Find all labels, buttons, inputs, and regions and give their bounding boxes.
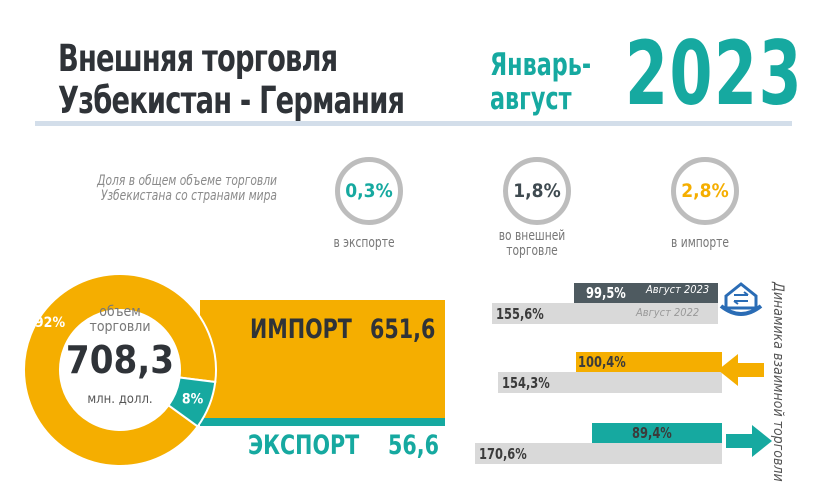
title-line: Узбекистан - Германия [58,79,405,122]
period-line: август [490,81,572,117]
label-line: торговли [89,319,151,335]
period: Январь-август [490,48,591,116]
year: 2023 [625,22,804,125]
label-line: во внешней [498,228,566,244]
donut-label: 92% [35,315,66,331]
donut-center-unit: млн. долл. [87,392,153,407]
caption-line: Доля в общем объеме торговли [97,173,277,189]
share-import-label: в импорте [671,235,729,251]
legend-2022: Август 2022 [636,306,700,319]
export-value: 56,6 [388,430,439,461]
label-line: объем [99,304,141,320]
share-export-circle: 0,3% [335,157,403,225]
export-arrow-icon [726,425,772,457]
dynamics-title-text: Динамика взаимной торговли [770,282,786,482]
label-2022: 170,6% [478,445,527,463]
bar-2023 [576,352,722,372]
share-trade-circle: 1,8% [503,157,571,225]
import-arrow-icon [718,354,764,386]
dynamics-title: Динамика взаимной торговли [770,282,788,482]
page-title: Внешняя торговля Узбекистан - Германия [58,37,405,122]
label-2023: 100,4% [578,353,627,371]
divider [35,121,792,126]
import-label: ИМПОРТ [250,314,352,345]
label-line: торговле [506,243,558,259]
label-2023: 89,4% [632,424,673,442]
donut-slice-Экспорт [167,376,217,428]
share-trade-label: во внешней торговле [481,229,583,259]
donut-center-label: объем торговли [60,305,180,335]
import-band [200,300,445,418]
label-2022: 155,6% [496,305,545,323]
bar-2023 [592,423,722,443]
trade-house-icon [719,282,763,316]
export-label: ЭКСПОРТ [248,430,360,461]
bar-2022 [492,303,718,324]
share-caption: Доля в общем объеме торговли Узбекистана … [94,174,277,204]
share-export-label: в экспорте [333,235,395,251]
donut-label: 8% [182,392,204,408]
donut-slice-Импорт [23,273,217,467]
caption-line: Узбекистана со странами мира [100,188,277,204]
bar-2022 [474,443,722,464]
share-import-circle: 2,8% [671,157,739,225]
export-band [200,418,445,426]
donut-chart: 92% 8% [23,273,217,467]
import-value: 651,6 [370,314,436,345]
period-line: Январь- [490,47,592,83]
label-2022: 154,3% [502,374,551,392]
legend-2023: Август 2023 [646,283,710,296]
title-line: Внешняя торговля [58,37,338,80]
donut-center-value: 708,3 [65,338,175,382]
bar-2022 [498,372,722,393]
bar-2023 [573,283,718,303]
label-2023: 99,5% [585,284,626,302]
